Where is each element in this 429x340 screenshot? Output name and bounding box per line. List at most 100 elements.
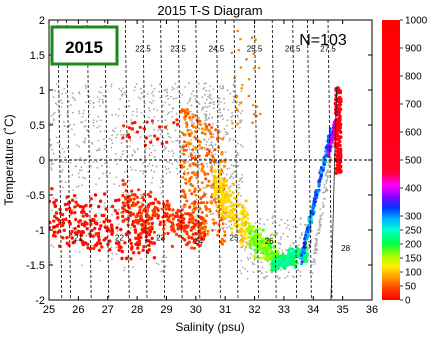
grey-point <box>103 138 105 141</box>
data-point <box>86 242 90 247</box>
data-point <box>228 189 231 193</box>
data-point <box>198 144 201 147</box>
grey-point <box>52 113 55 116</box>
grey-point <box>151 182 153 184</box>
data-point <box>150 221 154 226</box>
data-point <box>196 242 200 246</box>
data-point <box>122 219 126 223</box>
grey-point <box>148 107 150 110</box>
data-point <box>244 232 247 236</box>
data-point <box>256 240 260 244</box>
data-point <box>255 244 259 248</box>
data-point <box>236 122 239 126</box>
grey-point <box>315 234 318 237</box>
grey-point <box>176 160 179 163</box>
grey-point <box>193 95 195 97</box>
data-point <box>213 160 216 164</box>
grey-point <box>164 101 167 104</box>
data-point <box>250 242 254 246</box>
grey-point <box>123 269 125 272</box>
data-point <box>146 230 150 234</box>
data-point <box>145 209 149 213</box>
grey-point <box>218 115 220 118</box>
grey-point <box>244 247 247 249</box>
data-point <box>237 48 241 52</box>
grey-point <box>216 124 218 127</box>
grey-point <box>92 122 95 124</box>
colorbar-tick-label: 300 <box>405 212 422 223</box>
grey-point <box>278 247 281 250</box>
grey-point <box>61 170 63 173</box>
data-point <box>90 228 94 233</box>
data-point <box>334 171 338 175</box>
grey-point <box>210 164 213 167</box>
data-point <box>246 212 250 216</box>
grey-point <box>330 157 332 159</box>
data-point <box>136 188 141 192</box>
data-point <box>225 214 229 218</box>
grey-point <box>198 127 201 129</box>
grey-point <box>76 144 78 147</box>
data-point <box>200 131 204 135</box>
data-point <box>182 109 186 113</box>
grey-point <box>232 176 235 179</box>
grey-point <box>91 141 93 144</box>
grey-point <box>228 139 231 142</box>
data-point <box>184 114 188 118</box>
grey-point <box>167 97 170 100</box>
data-point <box>135 195 139 199</box>
grey-point <box>52 152 55 155</box>
grey-point <box>63 120 65 123</box>
data-point <box>53 204 58 208</box>
data-point <box>89 222 93 226</box>
data-point <box>338 91 342 95</box>
data-point <box>201 164 205 168</box>
grey-point <box>240 90 243 93</box>
grey-point <box>307 244 310 246</box>
data-point <box>185 108 189 111</box>
grey-point <box>84 137 87 140</box>
data-point <box>94 232 98 236</box>
data-point <box>129 198 133 202</box>
grey-point <box>122 150 124 153</box>
grey-point <box>175 167 178 170</box>
grey-point <box>153 170 156 173</box>
grey-point <box>218 100 220 102</box>
grey-point <box>237 110 240 113</box>
data-point <box>260 243 264 247</box>
data-point <box>99 224 103 228</box>
data-point <box>249 246 252 250</box>
data-point <box>239 227 243 231</box>
grey-point <box>139 97 142 100</box>
grey-point <box>79 157 82 159</box>
grey-point <box>189 203 192 206</box>
data-point <box>148 194 152 199</box>
data-point <box>181 218 185 222</box>
data-point <box>265 257 269 261</box>
data-point <box>300 253 303 257</box>
data-point <box>246 217 250 220</box>
grey-point <box>226 168 229 170</box>
grey-point <box>218 107 221 110</box>
grey-point <box>220 115 223 117</box>
grey-point <box>211 116 214 119</box>
data-point <box>211 183 215 187</box>
data-point <box>261 237 265 241</box>
data-point <box>208 207 211 211</box>
grey-point <box>150 134 152 137</box>
data-point <box>77 230 82 234</box>
grey-point <box>241 180 244 183</box>
grey-point <box>170 95 172 98</box>
grey-point <box>65 161 67 164</box>
data-point <box>121 201 125 205</box>
grey-point <box>78 145 81 148</box>
data-point <box>115 226 119 230</box>
grey-point <box>176 86 179 89</box>
grey-point <box>222 85 225 87</box>
grey-point <box>142 162 145 164</box>
grey-point <box>148 154 151 157</box>
data-point <box>149 140 153 144</box>
grey-point <box>299 270 302 273</box>
grey-point <box>323 184 326 186</box>
data-point <box>116 216 120 220</box>
